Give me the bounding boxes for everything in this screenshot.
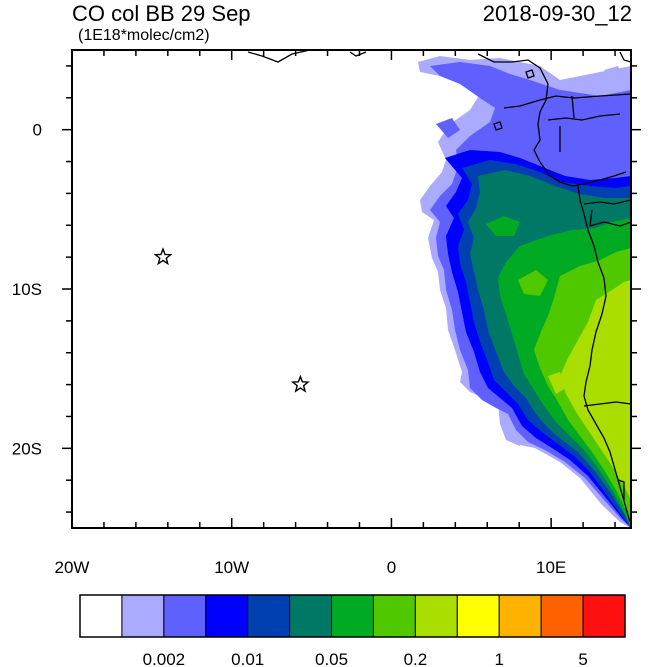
co-band-yellowgreen <box>560 280 631 500</box>
y-tick-label: 10S <box>12 280 42 299</box>
border-4 <box>583 199 631 205</box>
colorbar-labels: 0.002 0.01 0.05 0.2 1 5 <box>143 650 588 667</box>
co-field <box>418 56 631 528</box>
colorbar-box <box>456 594 500 638</box>
colorbar-box <box>247 594 291 638</box>
colorbar-label: 0.2 <box>404 650 428 667</box>
colorbar-box <box>582 594 626 638</box>
colorbar-box <box>540 594 584 638</box>
co-band-lightgreen-2 <box>518 270 548 296</box>
axis-ticks <box>62 50 641 528</box>
colorbar-label: 0.01 <box>231 650 264 667</box>
colorbar-box <box>331 594 374 638</box>
colorbar-label: 1 <box>494 650 503 667</box>
y-tick-label: 20S <box>12 439 42 458</box>
co-band-lavender-2 <box>498 404 522 446</box>
border-1 <box>503 93 631 109</box>
x-tick-label: 10W <box>214 558 249 577</box>
co-band-mediumblue-2 <box>436 118 460 138</box>
star-marker-2 <box>290 374 310 393</box>
colorbar-label: 0.05 <box>315 650 348 667</box>
border-6 <box>583 401 631 407</box>
border-8 <box>619 51 631 63</box>
colorbar-frame <box>79 594 626 638</box>
colorbar-box <box>205 594 249 638</box>
colorbar-box <box>163 594 207 638</box>
star-markers <box>153 247 310 393</box>
colorbar-box <box>414 594 458 638</box>
border-2 <box>547 113 621 121</box>
coastline-west-africa <box>577 185 631 523</box>
colorbar-box <box>289 594 333 638</box>
coastline-north <box>247 50 311 63</box>
border-7 <box>617 479 625 500</box>
island-bioko <box>493 121 503 131</box>
coastline-north-2 <box>349 51 367 57</box>
x-tick-label: 20W <box>55 558 90 577</box>
colorbar-box <box>498 594 542 638</box>
x-tick-label: 10E <box>536 558 566 577</box>
colorbar-box <box>121 594 165 638</box>
y-tick-label: 0 <box>33 121 42 140</box>
colorbar-box <box>79 594 123 638</box>
co-band-green-2 <box>486 216 520 236</box>
colorbar <box>79 594 626 638</box>
map-datetime: 2018-09-30_12 <box>482 1 632 26</box>
coastlines <box>247 50 631 523</box>
colorbar-box <box>372 594 416 638</box>
border-3 <box>571 95 575 119</box>
colorbar-label: 5 <box>578 650 587 667</box>
colorbar-label: 0.002 <box>143 650 186 667</box>
axis-labels: 20W 10W 0 10E 0 10S 20S <box>12 121 567 577</box>
coastline-gulf <box>477 53 627 187</box>
co-band-lavender-3 <box>604 66 622 82</box>
map-title: CO col BB 29 Sep <box>72 1 251 26</box>
co-band-yellowgreen-2 <box>548 372 566 394</box>
border-5 <box>589 209 631 227</box>
units-label: (1E18*molec/cm2) <box>78 27 210 44</box>
star-marker-1 <box>153 247 173 266</box>
island-saotome <box>525 69 535 79</box>
x-tick-label: 0 <box>387 558 396 577</box>
